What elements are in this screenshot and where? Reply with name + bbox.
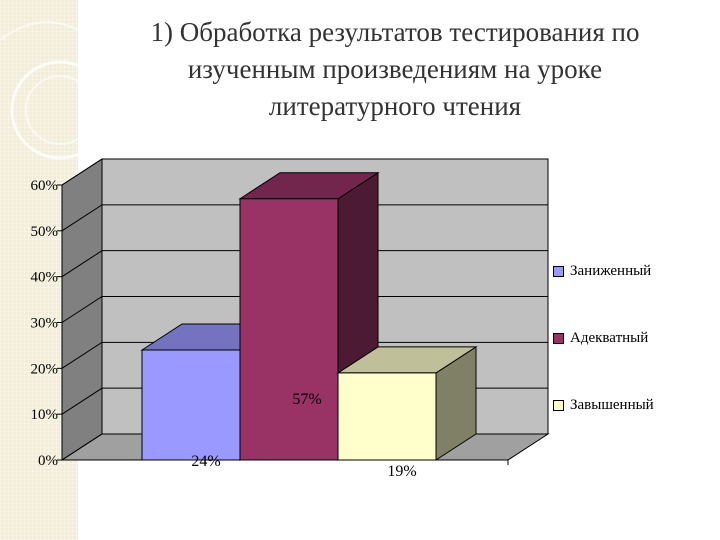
y-tick-label: 40% bbox=[31, 270, 59, 286]
decorative-swirl-icon bbox=[0, 21, 78, 160]
legend-item: Адекватный bbox=[553, 330, 648, 347]
y-tick-label: 10% bbox=[31, 407, 59, 423]
title-line: изученным произведениям на уроке bbox=[187, 54, 603, 84]
legend-label: Адекватный bbox=[570, 330, 649, 346]
legend-swatch bbox=[553, 333, 564, 344]
gridline bbox=[61, 296, 548, 323]
y-tick-label: 30% bbox=[31, 316, 59, 332]
page-title: 1) Обработка результатов тестирования по… bbox=[90, 14, 700, 125]
bar bbox=[141, 349, 241, 461]
legend-label: Завышенный bbox=[570, 397, 654, 413]
y-tick-label: 50% bbox=[31, 224, 59, 240]
title-line: литературного чтения bbox=[268, 91, 522, 121]
data-label: 24% bbox=[191, 453, 220, 470]
bar bbox=[239, 198, 339, 461]
gridline bbox=[61, 158, 548, 186]
gridline bbox=[61, 204, 548, 232]
legend-item: Заниженный bbox=[553, 263, 651, 280]
legend-swatch bbox=[553, 266, 564, 277]
data-label: 19% bbox=[387, 463, 416, 480]
title-line: 1) Обработка результатов тестирования по bbox=[150, 17, 640, 47]
y-tick-label: 20% bbox=[31, 361, 59, 377]
legend-item: Завышенный bbox=[553, 397, 654, 414]
y-tick-label: 60% bbox=[31, 178, 59, 194]
y-tick-label: 0% bbox=[38, 453, 58, 469]
bar bbox=[337, 372, 437, 461]
gridline bbox=[61, 341, 548, 369]
gridline bbox=[61, 250, 548, 278]
legend-swatch bbox=[553, 400, 564, 411]
legend-label: Заниженный bbox=[570, 263, 652, 279]
data-label: 57% bbox=[292, 391, 321, 408]
